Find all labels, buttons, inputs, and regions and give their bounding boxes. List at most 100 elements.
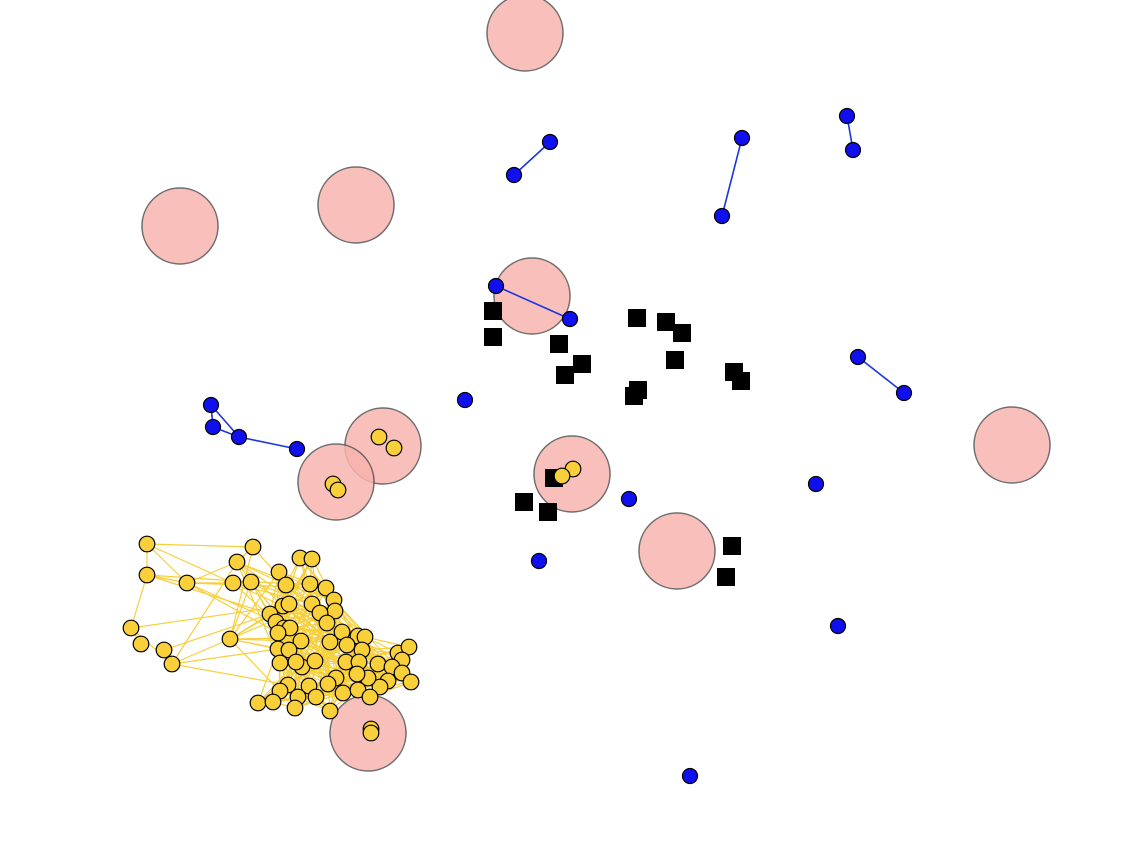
yellow-node [361, 688, 379, 706]
black-square-node [550, 335, 568, 353]
yellow-node [329, 481, 347, 499]
blue-node [620, 490, 638, 508]
blue-edge [238, 436, 298, 450]
blue-node [202, 396, 220, 414]
black-square-node [732, 372, 750, 390]
blue-node [807, 475, 825, 493]
yellow-node [362, 724, 380, 742]
black-square-node [484, 302, 502, 320]
yellow-node [317, 579, 335, 597]
yellow-edge [236, 561, 284, 607]
yellow-node [334, 684, 352, 702]
yellow-edge [300, 640, 359, 691]
yellow-node [242, 573, 260, 591]
yellow-edge [146, 543, 254, 548]
large-pink-circle [486, 0, 564, 72]
yellow-node [553, 467, 571, 485]
large-pink-circle [973, 406, 1051, 484]
black-square-node [717, 568, 735, 586]
blue-node [681, 767, 699, 785]
big-circle-layer [141, 0, 1051, 772]
yellow-node [271, 654, 289, 672]
blue-node [456, 391, 474, 409]
yellow-node [122, 619, 140, 637]
blue-node [230, 428, 248, 446]
yellow-node [321, 633, 339, 651]
yellow-edge [186, 582, 277, 623]
blue-node [713, 207, 731, 225]
black-square-node [625, 387, 643, 405]
blue-node [838, 107, 856, 125]
yellow-node [277, 576, 295, 594]
blue-node [530, 552, 548, 570]
yellow-node [138, 535, 156, 553]
yellow-node [280, 595, 298, 613]
yellow-node [400, 638, 418, 656]
large-pink-circle [638, 512, 716, 590]
blue-edge [513, 141, 551, 176]
yellow-node [269, 624, 287, 642]
yellow-node [370, 428, 388, 446]
yellow-node [371, 678, 389, 696]
yellow-node [163, 655, 181, 673]
blue-node [733, 129, 751, 147]
yellow-node [221, 630, 239, 648]
yellow-node [178, 574, 196, 592]
yellow-node [307, 688, 325, 706]
yellow-node [132, 635, 150, 653]
black-square-node [657, 313, 675, 331]
yellow-node [369, 655, 387, 673]
yellow-edge [229, 546, 254, 640]
large-pink-circle [493, 257, 571, 335]
blue-node [561, 310, 579, 328]
black-square-node [539, 503, 557, 521]
yellow-node [287, 653, 305, 671]
yellow-edge [146, 543, 284, 607]
blue-node [204, 418, 222, 436]
yellow-edge [146, 543, 188, 584]
blue-node [829, 617, 847, 635]
yellow-node [402, 673, 420, 691]
blue-node [288, 440, 306, 458]
yellow-node [303, 550, 321, 568]
blue-node [849, 348, 867, 366]
yellow-edge [229, 571, 280, 640]
yellow-edge [171, 663, 289, 686]
black-square-node [573, 355, 591, 373]
yellow-edge [171, 638, 231, 665]
black-square-node [666, 351, 684, 369]
yellow-node [319, 675, 337, 693]
black-square-node [484, 328, 502, 346]
yellow-node [270, 563, 288, 581]
yellow-node [155, 641, 173, 659]
black-square-node [515, 493, 533, 511]
yellow-edge [186, 561, 238, 584]
yellow-node [348, 665, 366, 683]
yellow-edge [130, 574, 148, 629]
large-pink-circle [141, 187, 219, 265]
blue-node [541, 133, 559, 151]
black-square-node [673, 324, 691, 342]
yellow-node [224, 574, 242, 592]
yellow-edge [229, 581, 252, 640]
yellow-node [249, 694, 267, 712]
blue-edge [495, 285, 571, 320]
black-square-node [556, 366, 574, 384]
yellow-node [385, 439, 403, 457]
yellow-node [286, 699, 304, 717]
yellow-node [244, 538, 262, 556]
yellow-node [292, 632, 310, 650]
black-square-node [628, 309, 646, 327]
yellow-node [318, 614, 336, 632]
blue-edge [721, 137, 743, 217]
yellow-node [228, 553, 246, 571]
large-pink-circle [317, 166, 395, 244]
yellow-edge [146, 574, 271, 615]
blue-node-layer [202, 107, 913, 785]
yellow-node [321, 702, 339, 720]
yellow-node [138, 566, 156, 584]
blue-node [895, 384, 913, 402]
blue-node [844, 141, 862, 159]
yellow-edge [171, 648, 279, 665]
